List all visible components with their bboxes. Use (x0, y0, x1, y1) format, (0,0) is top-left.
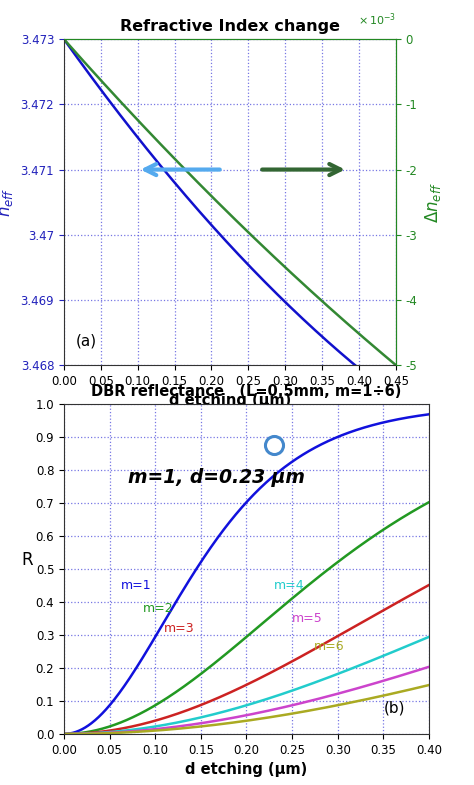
Text: (a): (a) (75, 334, 97, 349)
Y-axis label: $\Delta n_{eff}$: $\Delta n_{eff}$ (423, 182, 443, 222)
Text: m=3: m=3 (164, 622, 195, 635)
Y-axis label: R: R (21, 551, 33, 569)
Text: (b): (b) (383, 700, 405, 716)
Text: $\times\,10^{-3}$: $\times\,10^{-3}$ (357, 11, 396, 27)
Text: m=4: m=4 (274, 579, 304, 592)
X-axis label: d etching (μm): d etching (μm) (185, 762, 308, 777)
Title: Refractive Index change: Refractive Index change (120, 19, 340, 34)
Text: m=1: m=1 (120, 579, 151, 592)
Text: m=2: m=2 (143, 602, 173, 615)
Text: m=5: m=5 (292, 612, 323, 625)
Y-axis label: $n_{eff}$: $n_{eff}$ (0, 188, 15, 217)
Text: m=1, d=0.23 μm: m=1, d=0.23 μm (128, 469, 305, 487)
X-axis label: d etching (μm): d etching (μm) (169, 393, 291, 408)
Text: m=6: m=6 (314, 640, 345, 653)
Title: DBR reflectance   (L=0.5mm, m=1÷6): DBR reflectance (L=0.5mm, m=1÷6) (91, 384, 401, 399)
